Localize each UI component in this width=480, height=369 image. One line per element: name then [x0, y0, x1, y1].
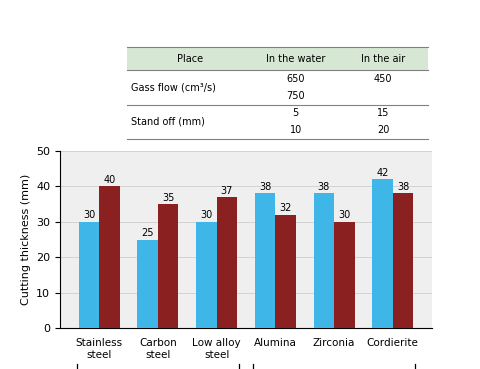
- Bar: [372, 179, 393, 328]
- Text: 650: 650: [287, 74, 305, 84]
- Bar: [79, 222, 99, 328]
- Bar: [137, 239, 158, 328]
- Text: Stand off (mm): Stand off (mm): [131, 117, 204, 127]
- Text: 20: 20: [377, 125, 389, 135]
- Text: 35: 35: [162, 193, 174, 203]
- FancyBboxPatch shape: [127, 47, 428, 70]
- Text: Place: Place: [177, 54, 204, 63]
- Text: 25: 25: [142, 228, 154, 238]
- Text: Gass flow (cm³/s): Gass flow (cm³/s): [131, 82, 216, 92]
- Text: 15: 15: [377, 108, 389, 118]
- Bar: [313, 193, 334, 328]
- Text: 38: 38: [318, 182, 330, 192]
- Text: 32: 32: [279, 203, 292, 213]
- Text: 37: 37: [221, 186, 233, 196]
- Bar: [99, 186, 120, 328]
- Bar: [255, 193, 276, 328]
- Text: In the water: In the water: [266, 54, 325, 63]
- Text: 38: 38: [397, 182, 409, 192]
- Y-axis label: Cutting thickness (mm): Cutting thickness (mm): [21, 174, 31, 305]
- Text: 38: 38: [259, 182, 271, 192]
- Text: In the air: In the air: [361, 54, 405, 63]
- Text: 30: 30: [338, 210, 350, 220]
- Text: 30: 30: [200, 210, 213, 220]
- Bar: [276, 215, 296, 328]
- Text: 5: 5: [293, 108, 299, 118]
- Text: 30: 30: [83, 210, 95, 220]
- Text: 450: 450: [374, 74, 392, 84]
- Bar: [216, 197, 237, 328]
- Text: 42: 42: [376, 168, 389, 178]
- Text: 750: 750: [287, 91, 305, 101]
- Text: 40: 40: [103, 175, 116, 185]
- Bar: [334, 222, 355, 328]
- Text: 10: 10: [289, 125, 302, 135]
- Bar: [196, 222, 216, 328]
- Bar: [158, 204, 179, 328]
- Bar: [393, 193, 413, 328]
